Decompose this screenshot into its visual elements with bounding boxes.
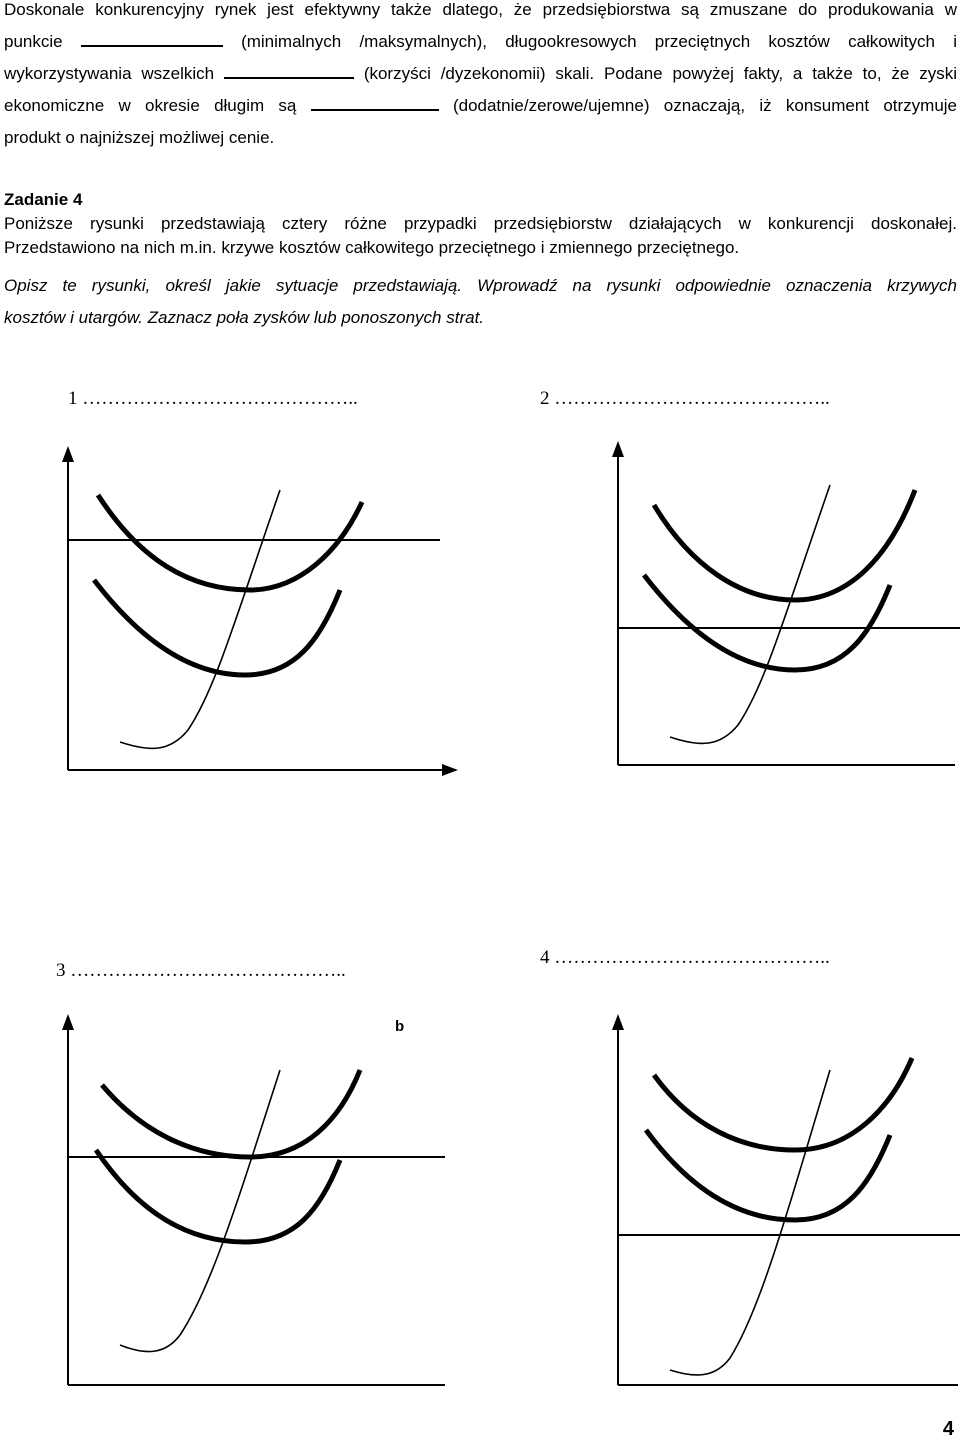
x-axis-arrow-icon	[442, 764, 458, 776]
intro-line-2-start: punkcie	[4, 32, 63, 51]
figure-1-label[interactable]: 1 ……………………………………..	[68, 388, 358, 409]
avc-curve	[93, 1148, 343, 1245]
task-line-1: Poniższe rysunki przedstawiają cztery ró…	[4, 214, 957, 233]
intro-line-2: punkcie (minimalnych /maksymalnych), dłu…	[4, 26, 957, 58]
figure-3: b	[40, 1010, 460, 1410]
atc-curve	[100, 1069, 363, 1160]
task-block: Zadanie 4 Poniższe rysunki przedstawiają…	[4, 188, 957, 260]
intro-line-4: ekonomiczne w okresie długim są (dodatni…	[4, 90, 957, 122]
task-description: Poniższe rysunki przedstawiają cztery ró…	[4, 212, 957, 260]
mc-curve	[669, 484, 831, 745]
intro-line-1: Doskonale konkurencyjny rynek jest efekt…	[4, 0, 957, 19]
y-axis-arrow-icon	[62, 446, 74, 462]
atc-curve	[95, 493, 365, 593]
figure-1-graph	[62, 446, 458, 776]
atc-curve	[651, 1057, 915, 1153]
figure-2	[590, 435, 960, 775]
figure-2-label[interactable]: 2 ……………………………………..	[540, 388, 830, 409]
avc-curve	[92, 578, 343, 678]
figure-2-graph	[612, 441, 960, 766]
figure-3-label[interactable]: 3 ……………………………………..	[56, 960, 346, 981]
task-instructions: Opisz te rysunki, określ jakie sytuacje …	[4, 270, 957, 334]
figure-4	[590, 1010, 960, 1410]
intro-line-3-end: (korzyści /dyzekonomii) skali. Podane po…	[363, 64, 957, 83]
figure-4-label[interactable]: 4 ……………………………………..	[540, 947, 830, 968]
intro-line-4-end: (dodatnie/zerowe/ujemne) oznaczają, iż k…	[452, 96, 957, 115]
intro-line-3-start: wykorzystywania wszelkich	[4, 64, 215, 83]
figure-3-graph	[62, 1014, 445, 1386]
intro-paragraph: Doskonale konkurencyjny rynek jest efekt…	[4, 0, 957, 154]
task-line-2: Przedstawiono na nich m.in. krzywe koszt…	[4, 238, 740, 257]
mc-curve	[119, 1069, 281, 1353]
atc-curve	[651, 489, 918, 603]
instruction-line-1: Opisz te rysunki, określ jakie sytuacje …	[4, 276, 957, 295]
avc-curve	[642, 573, 893, 673]
avc-curve	[643, 1128, 893, 1223]
y-axis-arrow-icon	[612, 441, 624, 457]
y-axis-arrow-icon	[62, 1014, 74, 1030]
intro-line-2-end: (minimalnych /maksymalnych), długookreso…	[241, 32, 957, 51]
blank-answer-3[interactable]	[310, 93, 439, 111]
figure-4-graph	[612, 1014, 960, 1386]
y-axis-arrow-icon	[612, 1014, 624, 1030]
figure-3-mark: b	[395, 1018, 405, 1035]
task-title: Zadanie 4	[4, 190, 83, 209]
mc-curve	[119, 489, 281, 750]
intro-line-3: wykorzystywania wszelkich (korzyści /dyz…	[4, 58, 957, 90]
intro-line-5: produkt o najniższej możliwej cenie.	[4, 128, 275, 147]
blank-answer-1[interactable]	[80, 29, 223, 47]
page-number: 4	[942, 1418, 954, 1440]
intro-line-4-start: ekonomiczne w okresie długim są	[4, 96, 297, 115]
mc-curve	[669, 1069, 831, 1376]
figure-1	[40, 440, 460, 780]
instruction-line-2: kosztów i utargów. Zaznacz poła zysków l…	[4, 308, 485, 327]
blank-answer-2[interactable]	[223, 61, 354, 79]
